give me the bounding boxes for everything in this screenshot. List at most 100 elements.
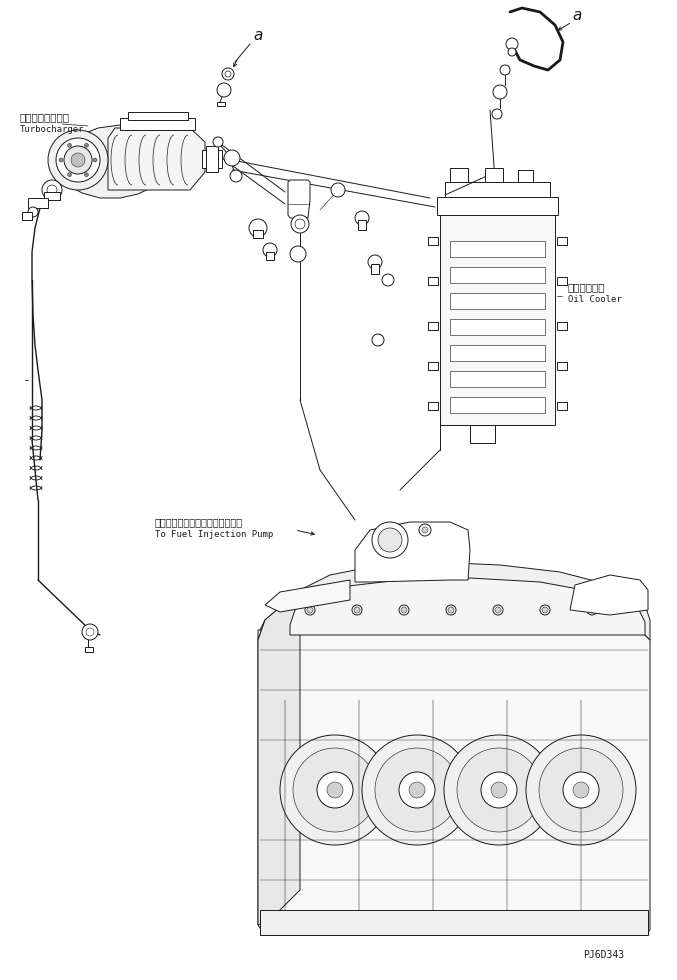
Bar <box>120 118 195 130</box>
Circle shape <box>493 605 503 615</box>
Bar <box>428 277 438 285</box>
Text: a: a <box>253 28 263 43</box>
Bar <box>260 910 648 935</box>
Bar <box>371 264 379 274</box>
Circle shape <box>293 748 377 832</box>
Circle shape <box>64 146 92 174</box>
Bar <box>450 267 545 283</box>
Polygon shape <box>265 580 350 612</box>
Circle shape <box>419 524 431 536</box>
Bar <box>206 146 218 172</box>
Circle shape <box>372 522 408 558</box>
Bar <box>485 168 503 182</box>
Bar <box>557 322 567 330</box>
Circle shape <box>48 130 108 190</box>
Circle shape <box>222 68 234 80</box>
Circle shape <box>526 735 636 845</box>
Circle shape <box>305 605 315 615</box>
Bar <box>557 402 567 410</box>
Bar <box>358 220 366 230</box>
Circle shape <box>493 85 507 99</box>
Circle shape <box>372 334 384 346</box>
Bar <box>253 230 263 238</box>
Bar <box>44 192 60 200</box>
Circle shape <box>375 748 459 832</box>
Circle shape <box>362 735 472 845</box>
Bar <box>217 102 225 106</box>
Circle shape <box>491 782 507 798</box>
Bar <box>450 319 545 335</box>
Bar <box>450 293 545 309</box>
Circle shape <box>68 143 72 147</box>
Circle shape <box>225 71 231 77</box>
Circle shape <box>59 158 63 162</box>
Polygon shape <box>258 562 650 640</box>
Circle shape <box>82 624 98 640</box>
Text: Oil Cooler: Oil Cooler <box>568 295 621 304</box>
Text: フェルインジェクションポンプへ: フェルインジェクションポンプへ <box>155 517 243 527</box>
Text: オイルクーラ: オイルクーラ <box>568 282 605 292</box>
Circle shape <box>224 150 240 166</box>
Circle shape <box>481 772 517 808</box>
Circle shape <box>409 782 425 798</box>
Polygon shape <box>258 590 300 925</box>
Circle shape <box>448 607 454 613</box>
Circle shape <box>263 243 277 257</box>
Bar <box>428 402 438 410</box>
Circle shape <box>444 735 554 845</box>
Circle shape <box>368 255 382 269</box>
Circle shape <box>86 628 94 636</box>
Circle shape <box>85 143 89 147</box>
Bar <box>450 397 545 413</box>
Circle shape <box>500 65 510 75</box>
Polygon shape <box>355 522 470 582</box>
Bar <box>450 168 468 182</box>
Circle shape <box>563 772 599 808</box>
Bar <box>557 277 567 285</box>
Polygon shape <box>108 128 205 190</box>
Circle shape <box>573 782 589 798</box>
Bar <box>557 362 567 370</box>
Circle shape <box>492 109 502 119</box>
Circle shape <box>213 137 223 147</box>
Bar <box>85 647 93 652</box>
Circle shape <box>506 38 518 50</box>
Circle shape <box>422 527 428 533</box>
Circle shape <box>495 607 501 613</box>
Bar <box>450 371 545 387</box>
Bar <box>428 362 438 370</box>
Circle shape <box>457 748 541 832</box>
Bar <box>470 425 495 443</box>
Circle shape <box>401 607 407 613</box>
Text: a: a <box>572 8 582 23</box>
Circle shape <box>378 528 402 552</box>
Polygon shape <box>290 578 645 635</box>
Circle shape <box>217 83 231 97</box>
Bar <box>440 215 555 425</box>
Text: PJ6D343: PJ6D343 <box>583 950 624 960</box>
Circle shape <box>295 219 305 229</box>
Text: ターボチャージャ: ターボチャージャ <box>20 112 70 122</box>
Polygon shape <box>288 180 310 218</box>
Circle shape <box>355 211 369 225</box>
Circle shape <box>508 48 516 56</box>
Circle shape <box>327 782 343 798</box>
Bar <box>266 252 274 260</box>
Bar <box>428 322 438 330</box>
Circle shape <box>317 772 353 808</box>
Circle shape <box>587 605 597 615</box>
Circle shape <box>68 172 72 176</box>
Polygon shape <box>258 620 650 935</box>
Circle shape <box>331 183 345 197</box>
Polygon shape <box>570 575 648 615</box>
Circle shape <box>47 185 57 195</box>
Bar <box>202 150 222 168</box>
Bar <box>450 241 545 257</box>
Bar <box>22 212 32 220</box>
Circle shape <box>540 605 550 615</box>
Circle shape <box>28 207 38 217</box>
Circle shape <box>307 607 313 613</box>
Text: To Fuel Injection Pump: To Fuel Injection Pump <box>155 530 274 539</box>
Bar <box>445 182 550 197</box>
Circle shape <box>42 180 62 200</box>
